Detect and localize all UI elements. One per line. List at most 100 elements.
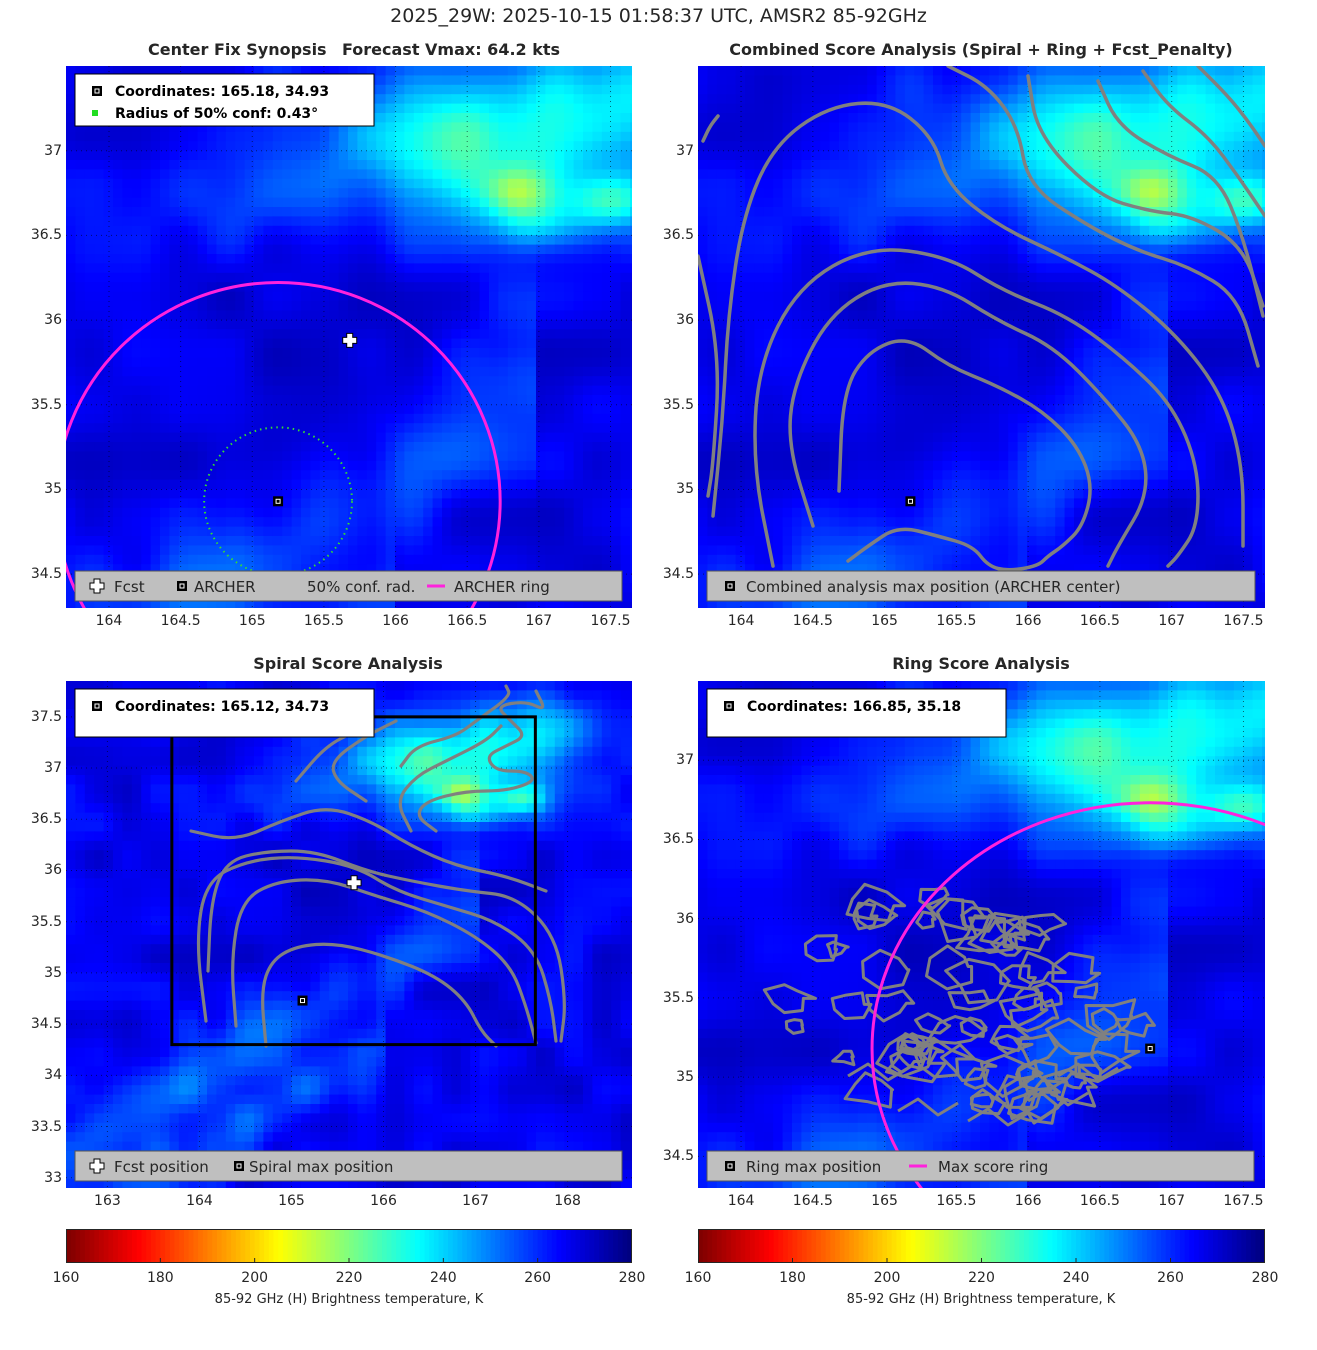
colorbar-cell bbox=[1076, 1229, 1082, 1263]
colorbar-cell bbox=[179, 1229, 185, 1263]
colorbar-cell bbox=[532, 1229, 539, 1263]
colorbar-cell bbox=[344, 1229, 350, 1263]
colorbar-cell bbox=[306, 1229, 312, 1263]
colorbar-cell bbox=[221, 1229, 227, 1263]
contour-line bbox=[1026, 74, 1265, 308]
colorbar-cell bbox=[174, 1229, 180, 1263]
colorbar-cell bbox=[424, 1229, 430, 1263]
spiral-max-marker bbox=[297, 995, 308, 1006]
contour-line bbox=[900, 1032, 933, 1056]
y-tick-label: 36 bbox=[44, 862, 62, 879]
colorbar-cell bbox=[896, 1229, 902, 1263]
colorbar-cell bbox=[292, 1229, 298, 1263]
colorbar-cell bbox=[972, 1229, 978, 1263]
colorbar-right bbox=[698, 1229, 1265, 1263]
colorbar-cell bbox=[117, 1229, 124, 1263]
contour-line bbox=[698, 254, 720, 498]
colorbar-cell bbox=[523, 1229, 529, 1263]
colorbar-cell bbox=[1047, 1229, 1053, 1263]
contour-line bbox=[784, 1018, 805, 1035]
x-tick-label: 167.5 bbox=[1223, 1193, 1264, 1209]
x-tick-label: 165 bbox=[871, 613, 898, 629]
contour-line bbox=[831, 1049, 856, 1067]
contour-line bbox=[967, 1107, 1029, 1127]
colorbar-cell bbox=[726, 1229, 732, 1263]
colorbar-cell bbox=[981, 1229, 987, 1263]
y-tick-label: 35.5 bbox=[662, 989, 694, 1006]
contour-line bbox=[1141, 69, 1265, 218]
coordinates-text: Coordinates: 165.12, 34.73 bbox=[115, 699, 329, 715]
colorbar-cell bbox=[216, 1229, 223, 1263]
colorbar-cell bbox=[882, 1229, 888, 1263]
y-tick-label: 34.5 bbox=[30, 1016, 62, 1033]
colorbar-tick-label: 200 bbox=[873, 1270, 901, 1286]
colorbar-cell bbox=[608, 1229, 614, 1263]
contour-line bbox=[865, 989, 916, 1023]
x-tick-label: 163 bbox=[94, 1193, 121, 1209]
contour-line bbox=[1007, 1092, 1059, 1125]
contour-line bbox=[914, 1012, 952, 1035]
colorbar-cell bbox=[825, 1229, 831, 1263]
colorbar-cell bbox=[943, 1229, 950, 1263]
colorbar-right-label: 85-92 GHz (H) Brightness temperature, K bbox=[846, 1292, 1116, 1307]
contour-line bbox=[1027, 1087, 1089, 1107]
colorbar-cell bbox=[768, 1229, 775, 1263]
colorbar-cell bbox=[570, 1229, 576, 1263]
colorbar-cell bbox=[1250, 1229, 1257, 1263]
contour-line bbox=[398, 724, 503, 833]
colorbar-cell bbox=[94, 1229, 100, 1263]
colorbar-tick-label: 160 bbox=[52, 1270, 80, 1286]
colorbar-cell bbox=[773, 1229, 779, 1263]
colorbar-cell bbox=[1184, 1229, 1190, 1263]
colorbar-cell bbox=[1208, 1229, 1214, 1263]
colorbar-cell bbox=[528, 1229, 534, 1263]
contour-line bbox=[1017, 951, 1067, 985]
contour-line bbox=[925, 944, 974, 991]
colorbar-cell bbox=[240, 1229, 246, 1263]
colorbar-cell bbox=[910, 1229, 916, 1263]
legend-fcst-marker bbox=[89, 578, 105, 594]
colorbar-cell bbox=[617, 1229, 624, 1263]
panel1-title: Center Fix Synopsis bbox=[148, 40, 327, 59]
colorbar-cell bbox=[169, 1229, 176, 1263]
y-tick-label: 33 bbox=[44, 1169, 62, 1186]
colorbar-cell bbox=[1203, 1229, 1209, 1263]
colorbar-cell bbox=[1071, 1229, 1077, 1263]
colorbar-cell bbox=[452, 1229, 459, 1263]
colorbar-cell bbox=[575, 1229, 581, 1263]
colorbar-cell bbox=[108, 1229, 114, 1263]
colorbar-cell bbox=[514, 1229, 520, 1263]
colorbar-cell bbox=[1014, 1229, 1020, 1263]
legend-entry: Fcst position bbox=[114, 1158, 209, 1176]
colorbar-cell bbox=[1156, 1229, 1162, 1263]
legend-entry: Ring max position bbox=[746, 1158, 881, 1176]
colorbar-cell bbox=[1052, 1229, 1058, 1263]
colorbar-cell bbox=[330, 1229, 336, 1263]
y-tick-label: 34.5 bbox=[30, 566, 62, 583]
contour-line bbox=[946, 66, 1260, 368]
colorbar-cell bbox=[1113, 1229, 1120, 1263]
colorbar-cell bbox=[764, 1229, 770, 1263]
colorbar-cell bbox=[594, 1229, 600, 1263]
colorbar-cell bbox=[1142, 1229, 1148, 1263]
colorbar-cell bbox=[301, 1229, 308, 1263]
colorbar-cell bbox=[165, 1229, 171, 1263]
colorbar-cell bbox=[929, 1229, 935, 1263]
colorbar-tick-label: 260 bbox=[524, 1270, 552, 1286]
coordinates-text: Coordinates: 166.85, 35.18 bbox=[747, 699, 961, 715]
colorbar-cell bbox=[471, 1229, 477, 1263]
colorbar-tick-label: 220 bbox=[335, 1270, 363, 1286]
legend: Combined analysis max position (ARCHER c… bbox=[706, 570, 1256, 602]
y-tick-label: 35.5 bbox=[30, 396, 62, 413]
x-tick-label: 167 bbox=[462, 1193, 489, 1209]
colorbar-cell bbox=[183, 1229, 190, 1263]
y-tick-label: 36 bbox=[44, 312, 62, 329]
x-tick-label: 167 bbox=[1158, 1193, 1186, 1209]
coordinates-marker bbox=[92, 701, 102, 711]
colorbar-cell bbox=[924, 1229, 931, 1263]
y-tick-label: 36.5 bbox=[662, 831, 694, 848]
colorbar-cell bbox=[820, 1229, 827, 1263]
colorbar-cell bbox=[264, 1229, 270, 1263]
conf-marker bbox=[92, 110, 98, 116]
colorbar-cell bbox=[433, 1229, 440, 1263]
